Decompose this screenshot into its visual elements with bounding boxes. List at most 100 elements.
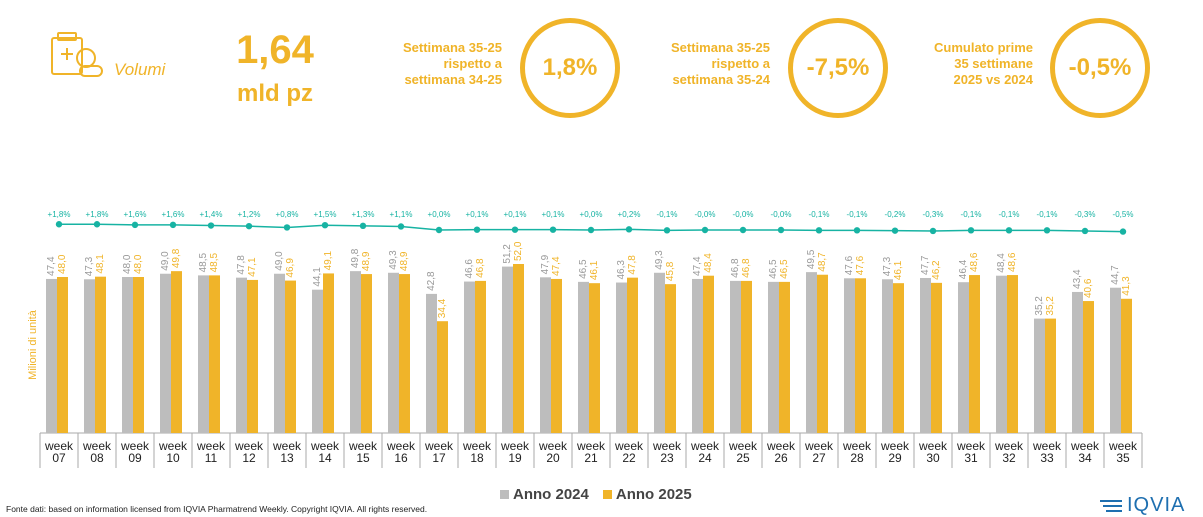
x-tick-label: week 26 xyxy=(766,439,796,465)
bar-2025 xyxy=(817,274,828,433)
comparison-value-3: -0,5% xyxy=(1068,54,1132,81)
legend-item-2024: Anno 2024 xyxy=(500,486,589,503)
bar-2025 xyxy=(551,278,562,433)
x-tick-label: week 22 xyxy=(614,439,644,465)
bar-2025 xyxy=(323,273,334,433)
bar-label-2025: 40,6 xyxy=(1083,278,1094,298)
bar-2024 xyxy=(768,281,779,433)
x-tick-label: week 29 xyxy=(880,439,910,465)
legend-swatch-2024 xyxy=(500,490,509,499)
trend-label: +1,5% xyxy=(314,210,337,219)
trend-point xyxy=(929,227,937,235)
trend-point xyxy=(397,223,405,230)
legend-item-2025: Anno 2025 xyxy=(602,486,692,503)
x-tick-label: week 08 xyxy=(82,439,112,465)
bar-label-2025: 46,8 xyxy=(475,258,486,278)
bar-label-2025: 48,1 xyxy=(95,254,106,274)
x-tick-label: week 13 xyxy=(272,439,302,465)
trend-point xyxy=(549,226,557,233)
bar-2024 xyxy=(160,273,171,433)
bar-2024 xyxy=(958,282,969,433)
bar-label-2025: 46,5 xyxy=(779,259,790,279)
kpi-unit: mld pz xyxy=(237,80,313,107)
bar-label-2025: 46,9 xyxy=(285,258,296,278)
trend-label: +0,1% xyxy=(542,210,565,219)
bar-label-2024: 47,3 xyxy=(84,256,95,276)
bar-2024 xyxy=(1110,287,1121,433)
x-tick-label: week 10 xyxy=(158,439,188,465)
x-tick-label: week 23 xyxy=(652,439,682,465)
bar-label-2025: 45,8 xyxy=(665,261,676,281)
x-tick-label: week 27 xyxy=(804,439,834,465)
bar-2025 xyxy=(931,282,942,433)
bar-label-2025: 47,6 xyxy=(855,255,866,275)
trend-label: -0,1% xyxy=(1037,210,1058,219)
comparison-value-1: 1,8% xyxy=(542,54,598,81)
bar-label-2024: 42,8 xyxy=(426,271,437,291)
trend-point xyxy=(1081,227,1089,235)
bar-2025 xyxy=(513,264,524,433)
bar-label-2025: 46,8 xyxy=(741,258,752,278)
bar-2025 xyxy=(1007,275,1018,433)
trend-point xyxy=(55,221,63,228)
trend-point xyxy=(625,226,633,233)
bar-2024 xyxy=(388,272,399,433)
trend-label: -0,1% xyxy=(961,210,982,219)
bar-2024 xyxy=(312,289,323,433)
bar-2024 xyxy=(844,278,855,433)
bar-label-2024: 46,3 xyxy=(616,260,627,280)
bar-label-2025: 46,1 xyxy=(589,260,600,280)
trend-label: +1,6% xyxy=(162,210,185,219)
bar-2024 xyxy=(578,281,589,433)
trend-label: +1,2% xyxy=(238,210,261,219)
bar-2024 xyxy=(426,293,437,433)
bar-label-2024: 46,6 xyxy=(464,259,475,279)
bar-label-2025: 47,1 xyxy=(247,257,258,277)
x-tick-label: week 20 xyxy=(538,439,568,465)
bar-2025 xyxy=(95,276,106,433)
trend-label: +1,8% xyxy=(48,210,71,219)
bar-label-2025: 35,2 xyxy=(1045,296,1056,316)
bar-label-2024: 46,8 xyxy=(730,258,741,278)
x-tick-label: week 33 xyxy=(1032,439,1062,465)
bar-label-2025: 48,7 xyxy=(817,252,828,272)
comparison-text-2: Settimana 35-25 rispetto a settimana 35-… xyxy=(671,40,770,87)
x-tick-label: week 21 xyxy=(576,439,606,465)
bar-2025 xyxy=(703,275,714,433)
x-tick-label: week 12 xyxy=(234,439,264,465)
trend-label: -0,0% xyxy=(771,210,792,219)
bar-label-2025: 48,9 xyxy=(361,251,372,271)
bar-2025 xyxy=(1121,298,1132,433)
bar-2025 xyxy=(893,283,904,433)
comparison-text-3: Cumulato prime 35 settimane 2025 vs 2024 xyxy=(934,40,1033,87)
pills-icon xyxy=(50,28,106,80)
bar-2024 xyxy=(274,273,285,433)
bar-label-2024: 47,3 xyxy=(882,256,893,276)
trend-label: +0,2% xyxy=(618,210,641,219)
x-tick-label: week 07 xyxy=(44,439,74,465)
comparison-circle-2: -7,5% xyxy=(788,18,888,118)
bar-2024 xyxy=(502,266,513,433)
trend-label: -0,0% xyxy=(733,210,754,219)
legend-label-2025: Anno 2025 xyxy=(615,486,692,503)
trend-label: +0,8% xyxy=(276,210,299,219)
bar-label-2025: 34,4 xyxy=(437,298,448,318)
x-tick-label: week 35 xyxy=(1108,439,1138,465)
bar-label-2024: 49,0 xyxy=(274,251,285,271)
trend-point xyxy=(891,227,899,234)
bar-2025 xyxy=(437,321,448,433)
bar-label-2024: 47,8 xyxy=(236,255,247,275)
bar-2024 xyxy=(1072,291,1083,433)
trend-point xyxy=(739,226,747,234)
trend-point xyxy=(1043,227,1051,234)
iqvia-logo: IQVIA xyxy=(1100,494,1185,517)
trend-label: +0,1% xyxy=(504,210,527,219)
bar-label-2024: 43,4 xyxy=(1072,269,1083,289)
bar-label-2024: 35,2 xyxy=(1034,296,1045,316)
bar-2024 xyxy=(806,272,817,433)
trend-point xyxy=(321,222,329,229)
bar-2024 xyxy=(616,282,627,433)
bar-2025 xyxy=(779,281,790,433)
bar-2024 xyxy=(236,277,247,433)
trend-point xyxy=(359,222,367,230)
